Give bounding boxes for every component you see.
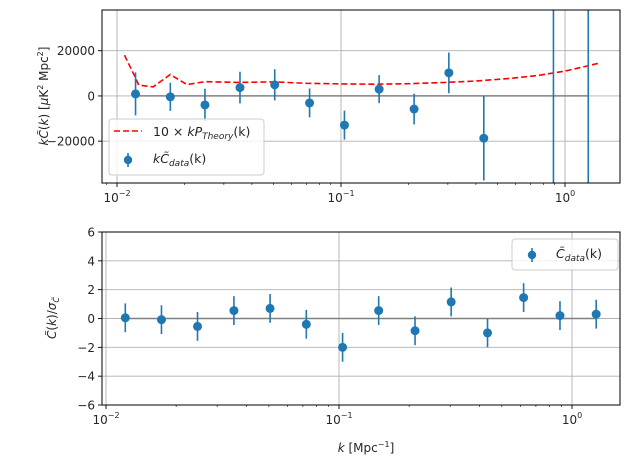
legend-bottom-data-label: C̃data(k): [556, 246, 602, 264]
legend-data-label: kC̃data(k): [153, 151, 206, 169]
bottom-data-points: [120, 283, 601, 362]
data-point: [587, 10, 590, 183]
y-tick-label: −20000: [47, 135, 95, 149]
bottom-legend: C̃data(k): [511, 238, 619, 271]
x-tick-label: 10−1: [325, 411, 352, 427]
data-point: [131, 72, 141, 116]
top-y-ticks: 20000 0 −20000: [47, 44, 102, 149]
data-marker: [235, 83, 245, 93]
x-tick-label: 100: [562, 411, 582, 427]
y-tick-label: 4: [87, 254, 95, 268]
data-point: [514, 0, 523, 10]
data-point: [301, 309, 311, 339]
data-marker: [444, 68, 454, 78]
y-tick-label: 0: [87, 312, 95, 326]
data-marker: [131, 89, 141, 99]
data-marker: [339, 120, 349, 130]
bottom-x-axis-label: k [Mpc−1]: [338, 440, 395, 455]
data-point: [483, 318, 493, 348]
bottom-x-ticks: 10−2 10−1 100: [92, 405, 582, 427]
top-axes-frame: [101, 9, 621, 184]
x-tick-label: 10−2: [92, 411, 119, 427]
data-marker: [446, 297, 456, 307]
top-x-ticks: 10−2 10−1 100: [103, 183, 575, 205]
data-marker: [374, 84, 384, 94]
data-marker: [165, 92, 175, 102]
data-point: [305, 88, 315, 118]
data-marker: [410, 326, 420, 336]
data-point: [338, 332, 348, 362]
y-tick-label: 6: [87, 226, 95, 240]
data-marker: [229, 306, 239, 316]
data-point: [446, 287, 456, 317]
data-marker: [265, 303, 275, 313]
y-tick-label: −6: [77, 399, 95, 413]
y-tick-label: 20000: [57, 44, 95, 58]
data-point: [409, 93, 419, 125]
data-point: [479, 95, 489, 181]
legend-theory-label: 10 × kPTheory(k): [153, 124, 250, 142]
data-point: [374, 296, 384, 325]
data-point: [270, 69, 280, 101]
data-point: [235, 71, 245, 104]
data-point: [120, 303, 130, 333]
x-tick-label: 10−1: [327, 189, 354, 205]
x-tick-label: 100: [555, 189, 575, 205]
data-point: [555, 301, 565, 331]
bottom-y-ticks: 6 4 2 0 −2 −4 −6: [77, 226, 102, 413]
data-marker: [555, 311, 565, 321]
data-marker: [483, 328, 493, 338]
data-point: [192, 312, 202, 341]
x-tick-label: 10−2: [103, 189, 130, 205]
legend-bottom-data-swatch: [527, 248, 537, 262]
data-marker: [305, 98, 315, 108]
data-point: [229, 296, 239, 325]
data-marker: [270, 80, 280, 90]
y-tick-label: −4: [77, 370, 95, 384]
c-tilde: C̃: [37, 130, 51, 139]
data-marker: [519, 293, 529, 303]
y-tick-label: 0: [87, 89, 95, 103]
data-point: [410, 316, 420, 346]
data-point: [519, 283, 529, 313]
data-point: [444, 52, 454, 94]
data-marker: [192, 321, 202, 331]
data-marker: [409, 104, 419, 114]
data-point: [265, 293, 275, 323]
data-point: [339, 110, 349, 140]
top-data-points: [131, 0, 590, 183]
data-marker: [338, 342, 348, 352]
data-point: [165, 82, 175, 111]
data-marker: [374, 306, 384, 316]
theory-line: [123, 54, 600, 88]
bottom-y-axis-label: C̃(k)/σC̃: [45, 296, 61, 339]
data-marker: [591, 309, 601, 319]
data-marker: [120, 313, 130, 323]
data-marker: [156, 315, 166, 325]
bottom-panel: 10−2 10−1 100 6 4 2 0 −2 −4 −6 C̃(k)/σC̃ k [Mpc−…: [45, 226, 621, 455]
data-marker: [200, 100, 210, 110]
y-tick-label: −2: [77, 341, 95, 355]
data-marker: [301, 319, 311, 329]
y-tick-label: 2: [87, 283, 95, 297]
top-legend: 10 × kPTheory(k) kC̃data(k): [108, 118, 265, 176]
legend-data-swatch: [123, 153, 133, 167]
data-point: [552, 10, 555, 183]
data-point: [374, 75, 384, 104]
data-point: [200, 88, 210, 122]
data-point: [591, 299, 601, 329]
top-panel: 10−2 10−1 100 20000 0 −20000 kC̃(k) [μK2 Mpc…: [36, 0, 621, 205]
data-marker: [479, 133, 489, 143]
top-y-axis-label: kC̃(k) [μK2 Mpc2]: [36, 47, 51, 146]
data-point: [156, 305, 166, 335]
theory-curve: [123, 54, 600, 88]
